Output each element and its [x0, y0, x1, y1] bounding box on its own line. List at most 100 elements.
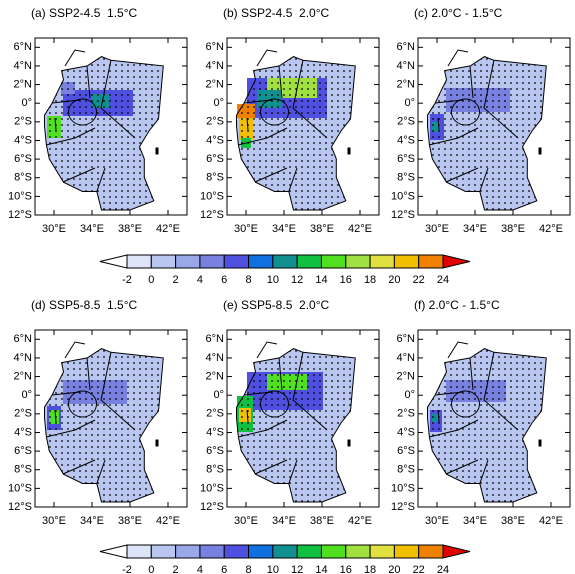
colorbar-arrow — [99, 254, 128, 269]
colorbar-label: 22 — [413, 564, 425, 574]
map-frame — [226, 329, 380, 508]
colorbar-label: 24 — [437, 274, 449, 286]
y-tick-label: 6°S — [397, 153, 415, 165]
y-tick-label: 10°S — [200, 190, 224, 202]
y-tick-label: 12°S — [8, 209, 32, 221]
colorbar-label: 6 — [221, 564, 227, 574]
colorbar-label: 2 — [173, 564, 179, 574]
colorbar-label: 16 — [340, 274, 352, 286]
y-tick-label: 0° — [404, 389, 415, 401]
colorbar-label: 14 — [315, 274, 327, 286]
y-tick-label: 0° — [21, 97, 32, 109]
y-tick-label: 10°S — [200, 482, 224, 494]
x-tick-label: 30°E — [42, 515, 66, 527]
map-e — [237, 342, 356, 502]
colorbar-label: 10 — [267, 564, 279, 574]
y-tick-label: 6°S — [206, 445, 224, 457]
y-tick-label: 2°S — [397, 116, 415, 128]
y-tick-label: 10°S — [8, 482, 32, 494]
colorbar-cell — [272, 254, 298, 269]
x-tick-label: 42°E — [156, 223, 180, 235]
colorbar-label: -2 — [122, 274, 132, 286]
map-a — [45, 50, 164, 210]
y-tick-label: 6°S — [206, 153, 224, 165]
x-tick-label: 30°E — [425, 223, 449, 235]
y-tick-label: 0° — [404, 97, 415, 109]
y-tick-label: 6°N — [206, 41, 225, 53]
panel-title: (d) SSP5-8.5 1.5°C — [31, 298, 138, 312]
x-tick-label: 30°E — [234, 223, 258, 235]
colorbar-label: 8 — [245, 564, 251, 574]
colorbar-cell — [199, 544, 225, 559]
y-tick-label: 8°S — [14, 464, 32, 476]
y-tick-label: 8°S — [397, 464, 415, 476]
colorbar-cell — [296, 254, 322, 269]
y-tick-label: 10°S — [391, 190, 415, 202]
x-tick-label: 42°E — [348, 223, 372, 235]
x-tick-label: 42°E — [539, 223, 563, 235]
map-b — [237, 50, 356, 210]
colorbar-arrow — [442, 254, 471, 269]
panels — [45, 50, 547, 502]
colorbar-label: 18 — [364, 564, 376, 574]
colorbar-cell — [393, 544, 420, 559]
colorbar-label: 4 — [197, 564, 203, 574]
y-tick-label: 8°S — [206, 464, 224, 476]
y-tick-label: 2°N — [14, 78, 33, 90]
colorbar-label: 6 — [221, 274, 227, 286]
y-tick-label: 4°N — [397, 352, 416, 364]
y-tick-label: 4°N — [14, 352, 33, 364]
y-tick-label: 12°S — [200, 501, 224, 513]
y-tick-label: 6°N — [397, 41, 416, 53]
x-tick-label: 34°E — [272, 515, 296, 527]
y-tick-label: 4°S — [14, 426, 32, 438]
map-f — [428, 342, 547, 502]
y-tick-label: 4°N — [397, 60, 416, 72]
colorbar-cell — [320, 544, 347, 559]
colorbar-label: 16 — [340, 564, 352, 574]
colorbar-cell — [223, 544, 250, 559]
y-tick-label: 2°S — [397, 408, 415, 420]
colorbar-arrow — [442, 544, 471, 559]
map-frame — [34, 329, 188, 508]
colorbar-label: 10 — [267, 274, 279, 286]
y-tick-label: 2°N — [206, 78, 225, 90]
y-tick-label: 6°N — [206, 333, 225, 345]
colorbar-label: 0 — [148, 274, 154, 286]
colorbar-cell — [126, 254, 152, 269]
y-tick-label: 2°N — [397, 370, 416, 382]
y-tick-label: 6°S — [14, 153, 32, 165]
x-tick-label: 34°E — [463, 223, 487, 235]
panel-title: (a) SSP2-4.5 1.5°C — [31, 6, 138, 20]
colorbar-label: 20 — [388, 274, 400, 286]
x-tick-label: 30°E — [425, 515, 449, 527]
map-frame — [417, 37, 571, 216]
colorbar-cell — [175, 544, 201, 559]
y-tick-label: 6°N — [14, 333, 33, 345]
y-tick-label: 2°S — [206, 408, 224, 420]
y-tick-label: 12°S — [391, 209, 415, 221]
colorbar-cell — [345, 254, 371, 269]
x-tick-label: 42°E — [539, 515, 563, 527]
colorbar-arrow — [99, 544, 128, 559]
colorbar-label: 20 — [388, 564, 400, 574]
x-tick-label: 34°E — [272, 223, 296, 235]
colorbar-cell — [150, 254, 177, 269]
x-tick-label: 30°E — [234, 515, 258, 527]
x-tick-label: 30°E — [42, 223, 66, 235]
colorbar-cell — [369, 254, 395, 269]
panel-title: (f) 2.0°C - 1.5°C — [414, 298, 500, 312]
colorbar-cell — [296, 544, 322, 559]
y-tick-label: 12°S — [8, 501, 32, 513]
y-tick-label: 0° — [213, 97, 224, 109]
colorbar-cell — [345, 544, 371, 559]
colorbar-cell — [248, 544, 274, 559]
y-tick-label: 4°S — [206, 134, 224, 146]
colorbar-label: 24 — [437, 564, 449, 574]
colorbar-cell — [126, 544, 152, 559]
y-tick-label: 4°S — [14, 134, 32, 146]
map-d — [45, 342, 164, 502]
y-tick-label: 8°S — [14, 172, 32, 184]
map-frame — [34, 37, 188, 216]
